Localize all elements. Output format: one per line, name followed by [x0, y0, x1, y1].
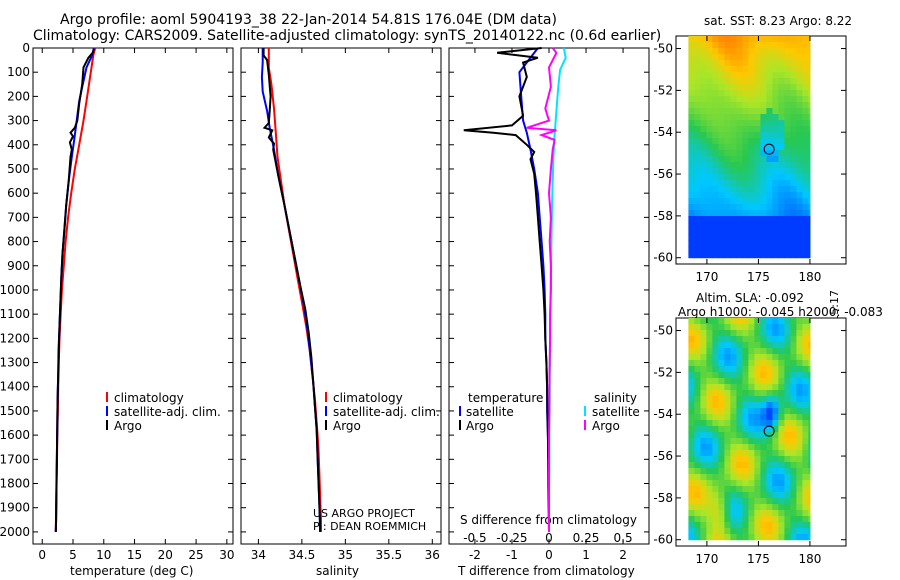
sal-legend-climatology: climatology — [333, 391, 403, 405]
map-ytick-label: -54 — [653, 407, 673, 421]
stick-label: -0.25 — [496, 531, 527, 545]
map-ytick-label: -50 — [653, 42, 673, 56]
sst-map-title: sat. SST: 8.23 Argo: 8.22 — [704, 14, 853, 28]
xtick-label-temperature: 20 — [158, 548, 173, 562]
xtick-label-salinity: 34.5 — [289, 548, 316, 562]
map-ytick-label: -54 — [653, 125, 673, 139]
xtick-label-difference: 0 — [545, 548, 553, 562]
map-ytick-label: -60 — [653, 533, 673, 547]
xtick-label-temperature: 5 — [69, 548, 77, 562]
stick-label: -0.5 — [463, 531, 486, 545]
series-temperature-argo — [54, 48, 95, 532]
map-xtick-label: 170 — [695, 270, 718, 284]
figure-title-line2: Climatology: CARS2009. Satellite-adjuste… — [33, 28, 662, 44]
diff-legend-sal-argo: Argo — [592, 419, 620, 433]
map-ytick-label: -52 — [653, 83, 673, 97]
ytick-label: 1000 — [0, 283, 30, 297]
ytick-label: 500 — [7, 162, 30, 176]
map-xtick-label: 170 — [695, 552, 718, 566]
ytick-label: 1300 — [0, 356, 30, 370]
series-salinity-satellite-adj--clim- — [260, 48, 322, 532]
ytick-label: 2000 — [0, 525, 30, 539]
ytick-label: 1400 — [0, 380, 30, 394]
stick-label: 0 — [545, 531, 553, 545]
xtick-label-temperature: 25 — [188, 548, 203, 562]
ytick-label: 900 — [7, 259, 30, 273]
pi-credit: PI: DEAN ROEMMICH — [313, 520, 427, 533]
series-salinity-climatology — [267, 48, 322, 532]
ytick-label: 1100 — [0, 307, 30, 321]
ytick-label: 100 — [7, 65, 30, 79]
temp-legend-climatology: climatology — [114, 391, 184, 405]
figure-title-line1: Argo profile: aoml 5904193_38 22-Jan-201… — [60, 12, 557, 28]
ytick-label: 1600 — [0, 428, 30, 442]
xtick-label-salinity: 36 — [425, 548, 440, 562]
sal-legend-argo: Argo — [333, 419, 361, 433]
ytick-label: 1700 — [0, 452, 30, 466]
ytick-label: 1200 — [0, 331, 30, 345]
series-difference-t-argo — [463, 47, 550, 532]
sal-legend-satellite: satellite-adj. clim. — [333, 405, 440, 419]
map-ytick-label: -52 — [653, 365, 673, 379]
map-xtick-label: 180 — [798, 270, 821, 284]
map-ytick-label: -58 — [653, 491, 673, 505]
temp-legend-argo: Argo — [114, 419, 142, 433]
plot-frame-salinity — [240, 47, 442, 545]
plot-frame-temperature — [32, 47, 234, 545]
ytick-label: 800 — [7, 235, 30, 249]
map-field-sst_map — [688, 36, 811, 259]
ytick-label: 1900 — [0, 501, 30, 515]
diff-legend-temp-satellite: satellite — [466, 405, 514, 419]
ytick-label: 0 — [22, 41, 30, 55]
stick-label: 0.25 — [573, 531, 600, 545]
ytick-label: 300 — [7, 114, 30, 128]
ytick-label: 600 — [7, 186, 30, 200]
map-ytick-label: -56 — [653, 449, 673, 463]
xtick-label-salinity: 35 — [338, 548, 353, 562]
diff-legend-sal-satellite: satellite — [592, 405, 640, 419]
argo-position-marker — [763, 143, 775, 155]
xtick-label-salinity: 35.5 — [375, 548, 402, 562]
diff-legend-salinity-title: salinity — [594, 391, 638, 405]
ytick-label: 1800 — [0, 477, 30, 491]
ytick-label: 400 — [7, 138, 30, 152]
map-ytick-label: -60 — [653, 251, 673, 265]
xtick-label-temperature: 10 — [96, 548, 111, 562]
temperature-xlabel: temperature (deg C) — [70, 564, 194, 578]
temp-legend-satellite: satellite-adj. clim. — [114, 405, 221, 419]
map-ytick-label: -50 — [653, 324, 673, 338]
diff-legend-temp-argo: Argo — [466, 419, 494, 433]
ytick-label: 1500 — [0, 404, 30, 418]
series-difference-t-satellite — [518, 47, 550, 532]
xtick-label-temperature: 0 — [38, 548, 46, 562]
ytick-label: 200 — [7, 89, 30, 103]
project-credit: US ARGO PROJECT — [313, 507, 415, 520]
difference-xlabel: T difference from climatology — [458, 564, 635, 578]
sla-map-title: Altim. SLA: -0.092 — [696, 291, 805, 305]
xtick-label-difference: 1 — [582, 548, 590, 562]
ytick-label: 700 — [7, 210, 30, 224]
xtick-label-temperature: 15 — [127, 548, 142, 562]
xtick-label-temperature: 30 — [219, 548, 234, 562]
stick-label: 0.5 — [614, 531, 633, 545]
diff-legend-temperature-title: temperature — [468, 391, 544, 405]
argo-position-marker — [763, 425, 775, 437]
map-field-sla_map — [688, 318, 811, 541]
salinity-xlabel: salinity — [316, 564, 360, 578]
sla-map-subtitle: Argo h1000: -0.045 h2000: -0.083 — [678, 305, 883, 319]
xtick-label-salinity: 34 — [251, 548, 266, 562]
xtick-label-difference: -1 — [506, 548, 518, 562]
xtick-label-difference: 2 — [619, 548, 627, 562]
series-salinity-argo — [262, 48, 322, 532]
map-xtick-label: 175 — [747, 270, 770, 284]
xtick-label-difference: -2 — [469, 548, 481, 562]
series-difference-s-argo — [526, 47, 558, 532]
map-ytick-label: -56 — [653, 167, 673, 181]
map-xtick-label: 175 — [747, 552, 770, 566]
map-ytick-label: -58 — [653, 209, 673, 223]
map-xtick-label: 180 — [798, 552, 821, 566]
